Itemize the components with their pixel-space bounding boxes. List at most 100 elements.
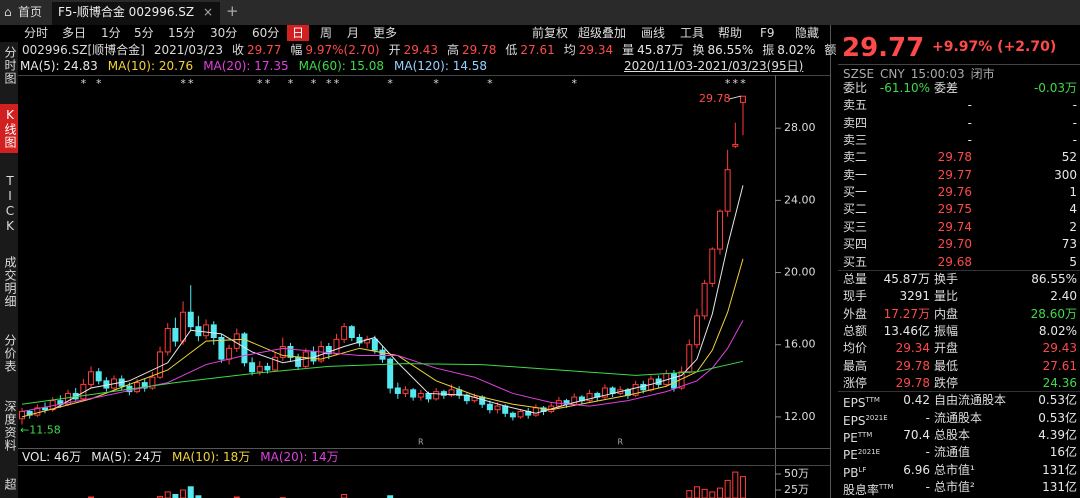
star-marker: * — [265, 77, 271, 90]
info-item: 高 29.78 — [447, 42, 496, 58]
quote-label: 买一 — [843, 185, 868, 200]
quote-label: 最高 — [843, 358, 868, 373]
quote-value: 1 — [1069, 185, 1077, 200]
volume-bar — [341, 493, 348, 498]
info-item: 振 8.02% — [762, 42, 815, 58]
star-marker: * — [433, 77, 439, 90]
candle-body — [180, 311, 187, 342]
tab-close[interactable]: × — [203, 5, 214, 19]
quote-label: 卖四 — [843, 115, 868, 130]
ma-legend-item: MA(10): 20.76 — [107, 59, 194, 73]
volume-bar — [686, 490, 693, 498]
price-axis-line — [775, 75, 776, 498]
side-tab[interactable]: K线图 — [0, 104, 18, 153]
quote-label: 外盘 — [843, 306, 868, 321]
tab-add[interactable]: + — [226, 2, 239, 20]
info-label: 均 — [563, 43, 576, 57]
label-sup: 2021E — [857, 448, 881, 457]
info-label: 振 — [762, 43, 775, 57]
quote-value: 8.02% — [1038, 323, 1077, 338]
active-tab[interactable] — [52, 2, 220, 25]
info-value: 86.55% — [707, 43, 754, 57]
label-sup: LF — [858, 465, 867, 474]
candle-body — [42, 407, 49, 411]
side-tab[interactable]: 成交明细 — [3, 256, 17, 308]
tool-button[interactable]: 工具 — [680, 26, 705, 40]
info-value: 9.97%(2.70) — [305, 43, 380, 57]
info-label: 幅 — [290, 43, 303, 57]
quote-value: 70.4 — [903, 428, 930, 442]
quote-value: 52 — [1061, 150, 1077, 165]
volume-legend-item: MA(5): 24万 — [91, 450, 162, 464]
volume-legend: VOL: 46万 MA(5): 24万 MA(10): 18万 MA(20): 14万 — [22, 449, 339, 465]
quote-value: 4 — [1069, 202, 1077, 217]
quote-value: - — [1072, 133, 1077, 148]
tool-button[interactable]: 隐藏 — [795, 26, 820, 40]
info-item: 低 27.61 — [505, 42, 554, 58]
ma-legend-item: MA(20): 17.35 — [203, 59, 289, 73]
side-tab[interactable]: 分时图 — [3, 46, 17, 85]
quote-value: 6.96 — [903, 462, 930, 477]
star-marker: * — [387, 77, 393, 90]
tool-button[interactable]: F9 — [760, 26, 775, 40]
period-tab[interactable]: 15分 — [168, 26, 196, 40]
date-range[interactable]: 2020/11/03-2021/03/23(95日) — [624, 59, 804, 73]
status-item: 15:00:03 — [910, 67, 965, 81]
quote-label: EPSTTM — [843, 392, 880, 411]
tool-button[interactable]: 帮助 — [718, 26, 743, 40]
y-tick-label: 50万 — [784, 467, 809, 480]
period-tab[interactable]: 60分 — [252, 26, 280, 40]
tool-button[interactable]: 超级叠加 — [578, 26, 627, 40]
tool-button[interactable]: 画线 — [641, 26, 666, 40]
info-value: 27.61 — [520, 43, 555, 57]
period-tab[interactable]: 更多 — [373, 26, 398, 40]
candle-body — [249, 362, 256, 373]
side-tab[interactable]: TICK — [3, 174, 17, 234]
info-item: 幅 9.97%(2.70) — [290, 42, 379, 58]
quote-value: 0.53亿 — [1038, 410, 1077, 425]
volume-bar — [739, 476, 746, 498]
candle-body — [425, 392, 432, 400]
quote-value: 0.42 — [903, 393, 930, 408]
side-tab[interactable]: 深度资料 — [3, 400, 17, 452]
quote-label: 卖一 — [843, 167, 868, 182]
y-tick-label: 12.00 — [784, 410, 816, 423]
star-marker: * — [180, 77, 186, 90]
period-tab[interactable]: 1分 — [101, 26, 121, 40]
quote-label: 涨停 — [843, 375, 868, 390]
candle-body — [218, 337, 225, 360]
quote-label: 总额 — [843, 323, 868, 338]
period-tab[interactable]: 月 — [347, 26, 360, 40]
period-tab[interactable]: 日 — [287, 25, 310, 41]
period-tab[interactable]: 周 — [320, 26, 333, 40]
quote-label: 买二 — [843, 202, 868, 217]
home-icon[interactable]: ⌂ — [4, 5, 12, 19]
quote-value: 29.76 — [937, 185, 972, 200]
side-tab[interactable]: 超 — [3, 478, 17, 491]
tab-title[interactable]: F5-顺博合金 002996.SZ — [58, 5, 195, 19]
tool-button[interactable]: 前复权 — [532, 26, 569, 40]
quote-value: - — [967, 133, 972, 148]
r-marker: R — [418, 438, 424, 447]
quote-label: 量比 — [934, 289, 959, 304]
quote-label: 卖三 — [843, 133, 868, 148]
candle-body — [387, 358, 394, 389]
home-tab[interactable]: 首页 — [18, 5, 43, 19]
candle-body — [433, 391, 440, 400]
period-tab[interactable]: 5分 — [134, 26, 154, 40]
candle-body — [34, 407, 41, 416]
info-label: 收 — [232, 43, 245, 57]
quote-value: 29.34 — [895, 341, 930, 356]
volume-bar — [172, 493, 179, 498]
period-tab[interactable]: 多日 — [62, 26, 87, 40]
candle-body — [394, 387, 401, 394]
side-tab[interactable]: 分价表 — [3, 334, 17, 373]
period-tab[interactable]: 30分 — [210, 26, 238, 40]
quote-value: - — [1072, 115, 1077, 130]
ma-legend-item: MA(60): 15.08 — [298, 59, 384, 73]
star-marker: * — [487, 77, 493, 90]
ma-legend-item: MA(120): 14.58 — [394, 59, 488, 73]
candle-body — [210, 324, 217, 339]
period-tab[interactable]: 分时 — [24, 26, 49, 40]
volume-bar — [724, 479, 731, 498]
